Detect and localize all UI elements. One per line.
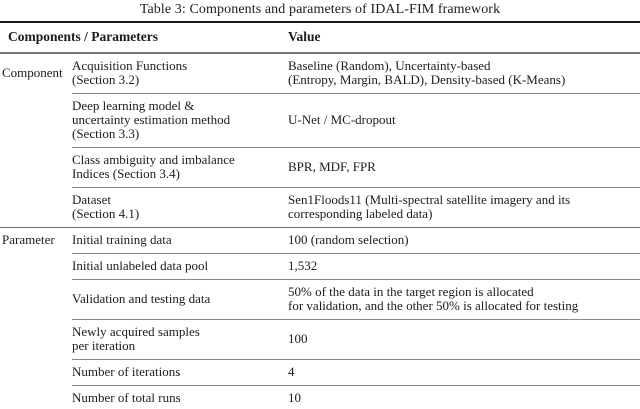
value-line: 1,532: [288, 258, 318, 273]
header-row: Components / Parameters Value: [0, 22, 640, 54]
value-line: U-Net / MC-dropout: [288, 112, 396, 127]
value-line: (Entropy, Margin, BALD), Density-based (…: [288, 72, 566, 87]
value-line: 50% of the data in the target region is …: [288, 284, 534, 299]
value-line: Baseline (Random), Uncertainty-based: [288, 58, 491, 73]
param-line: Initial training data: [72, 232, 172, 247]
param-line: (Section 4.1): [72, 206, 140, 221]
cell-value: BPR, MDF, FPR: [288, 147, 640, 188]
cell-param: Number of total runs: [72, 385, 289, 409]
value-line: corresponding labeled data): [288, 206, 433, 221]
cell-param: Deep learning model & uncertainty estima…: [72, 93, 289, 148]
cell-value: 50% of the data in the target region is …: [288, 279, 640, 320]
group-label-component: Component: [2, 65, 63, 80]
value-line: 4: [288, 364, 295, 379]
group-label-parameter: Parameter: [0, 227, 72, 409]
param-line: Dataset: [72, 192, 111, 207]
param-line: Number of iterations: [72, 364, 181, 379]
param-line: Deep learning model &: [72, 98, 195, 113]
table-row: Deep learning model & uncertainty estima…: [0, 93, 640, 148]
cell-value: Baseline (Random), Uncertainty-based (En…: [288, 53, 640, 94]
param-line: (Section 3.3): [72, 126, 140, 141]
param-line: per iteration: [72, 338, 136, 353]
cell-param: Validation and testing data: [72, 279, 289, 320]
cell-value: 1,532: [288, 253, 640, 280]
value-line: BPR, MDF, FPR: [288, 159, 376, 174]
cell-param: Dataset (Section 4.1): [72, 187, 289, 228]
cell-value: Sen1Floods11 (Multi-spectral satellite i…: [288, 187, 640, 228]
cell-value: 100 (random selection): [288, 227, 640, 254]
header-value: Value: [288, 22, 640, 54]
table-row: Component Acquisition Functions (Section…: [0, 53, 640, 94]
param-line: uncertainty estimation method: [72, 112, 231, 127]
cell-param: Initial training data: [72, 227, 289, 254]
table-row: Initial unlabeled data pool 1,532: [0, 253, 640, 280]
table-caption: Table 3: Components and parameters of ID…: [139, 2, 501, 17]
cell-value: 100: [288, 319, 640, 360]
param-line: Indices (Section 3.4): [72, 166, 180, 181]
header-components-parameters: Components / Parameters: [0, 22, 289, 54]
table-row: Newly acquired samples per iteration 100: [0, 319, 640, 360]
cell-value: 10: [288, 385, 640, 409]
value-line: 100 (random selection): [288, 232, 409, 247]
table-row: Number of iterations 4: [0, 359, 640, 386]
table-row: Class ambiguity and imbalance Indices (S…: [0, 147, 640, 188]
cell-value: U-Net / MC-dropout: [288, 93, 640, 148]
cell-param: Acquisition Functions (Section 3.2): [72, 53, 288, 94]
table-row: Validation and testing data 50% of the d…: [0, 279, 640, 320]
param-line: Newly acquired samples: [72, 324, 200, 339]
param-line: Initial unlabeled data pool: [72, 258, 209, 273]
value-line: Sen1Floods11 (Multi-spectral satellite i…: [288, 192, 571, 207]
components-parameters-table: Components / Parameters Value Component …: [0, 21, 640, 409]
value-line: 100: [288, 331, 308, 346]
param-line: Validation and testing data: [72, 291, 211, 306]
param-line: (Section 3.2): [72, 72, 140, 87]
table-row: Parameter Initial training data 100 (ran…: [0, 227, 640, 409]
value-line: for validation, and the other 50% is all…: [288, 298, 579, 313]
param-line: Number of total runs: [72, 390, 181, 405]
cell-param: Initial unlabeled data pool: [72, 253, 289, 280]
value-line: 10: [288, 390, 302, 405]
cell-value: 4: [288, 359, 640, 386]
cell-param: Class ambiguity and imbalance Indices (S…: [72, 147, 289, 188]
param-line: Class ambiguity and imbalance: [72, 152, 235, 167]
table-row: Number of total runs 10: [0, 385, 640, 409]
cell-param: Newly acquired samples per iteration: [72, 319, 289, 360]
cell-param: Number of iterations: [72, 359, 289, 386]
param-line: Acquisition Functions: [72, 58, 188, 73]
table-row: Dataset (Section 4.1) Sen1Floods11 (Mult…: [0, 187, 640, 228]
